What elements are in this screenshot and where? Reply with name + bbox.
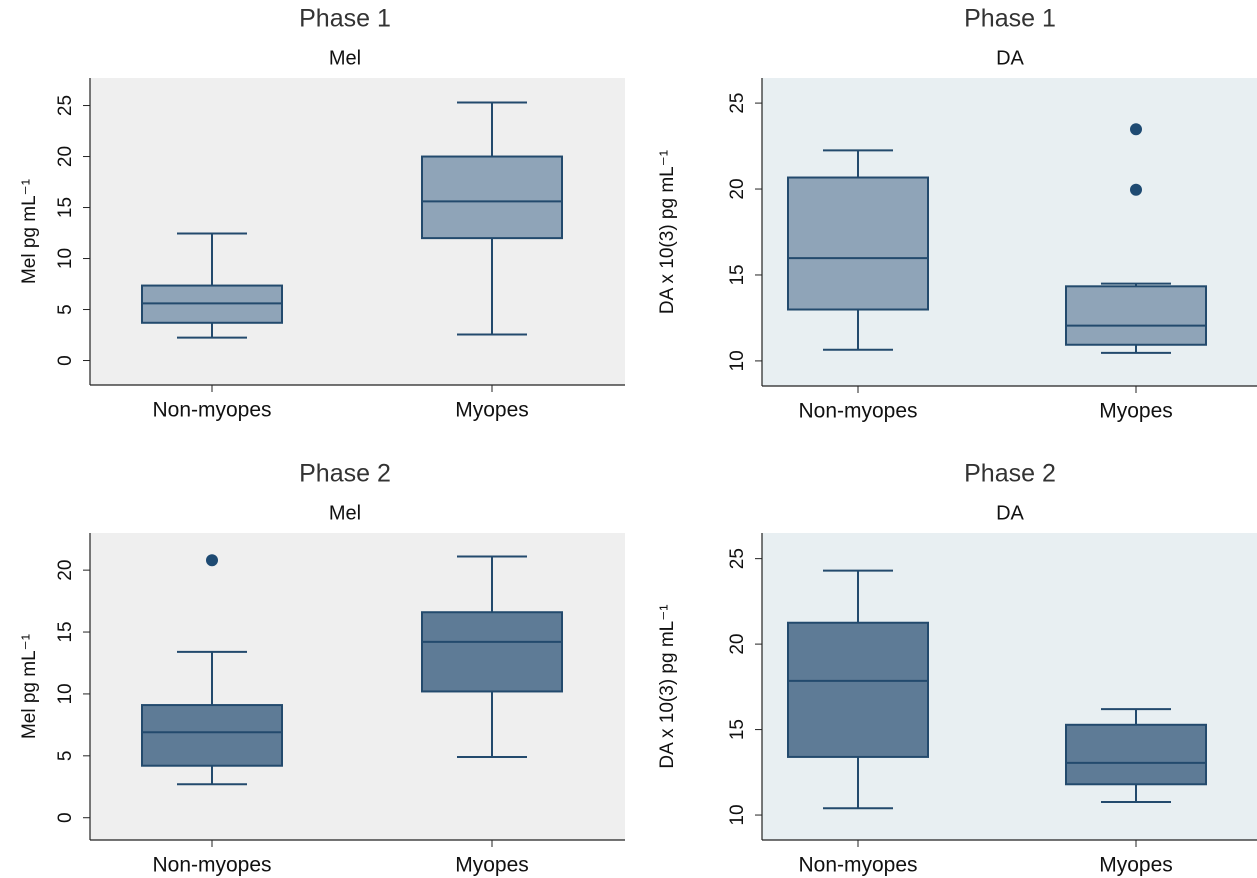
box [787,621,929,758]
chart-subtitle: Mel [329,47,361,69]
chart-title: Phase 2 [299,460,391,488]
outlier [1130,183,1142,196]
chart-title: Phase 2 [964,460,1056,488]
chart-subtitle: DA [996,502,1024,524]
y-tick-label: 5 [55,304,76,315]
y-tick-label: 20 [727,634,748,655]
y-tick-label: 10 [55,683,76,704]
chart-subtitle: DA [996,47,1024,69]
y-tick-label: 20 [55,560,76,581]
y-tick-label: 0 [55,355,76,366]
box [141,704,283,767]
y-tick-label: 15 [727,264,748,285]
x-tick-label: Myopes [1099,400,1173,423]
y-tick-label: 20 [727,178,748,199]
box [1065,285,1207,346]
y-axis-label: Mel pg mL⁻¹ [19,634,40,739]
y-tick-label: 15 [55,197,76,218]
outlier [206,554,218,567]
outlier [1130,123,1142,136]
chart-title: Phase 1 [964,5,1056,33]
y-tick-label: 20 [55,146,76,167]
y-tick-label: 15 [727,719,748,740]
y-tick-label: 10 [727,350,748,371]
x-tick-label: Non-myopes [152,854,271,877]
x-tick-label: Non-myopes [798,854,917,877]
y-tick-label: 15 [55,621,76,642]
y-tick-label: 25 [55,95,76,116]
y-axis-label: DA x 10(3) pg mL⁻¹ [657,604,678,768]
box [1065,723,1207,786]
box [421,611,563,693]
y-axis-label: DA x 10(3) pg mL⁻¹ [657,150,678,314]
x-tick-label: Non-myopes [152,399,271,422]
y-tick-label: 10 [55,248,76,269]
y-tick-label: 5 [55,751,76,762]
x-tick-label: Myopes [455,399,529,422]
box [421,155,563,240]
x-tick-label: Myopes [1099,854,1173,877]
chart-title: Phase 1 [299,5,391,33]
chart-subtitle: Mel [329,502,361,524]
y-tick-label: 0 [55,812,76,823]
y-axis-label: Mel pg mL⁻¹ [19,179,40,284]
y-tick-label: 10 [727,804,748,825]
y-tick-label: 25 [727,93,748,114]
y-tick-label: 25 [727,548,748,569]
x-tick-label: Non-myopes [798,400,917,423]
box [787,176,929,311]
x-tick-label: Myopes [455,854,529,877]
